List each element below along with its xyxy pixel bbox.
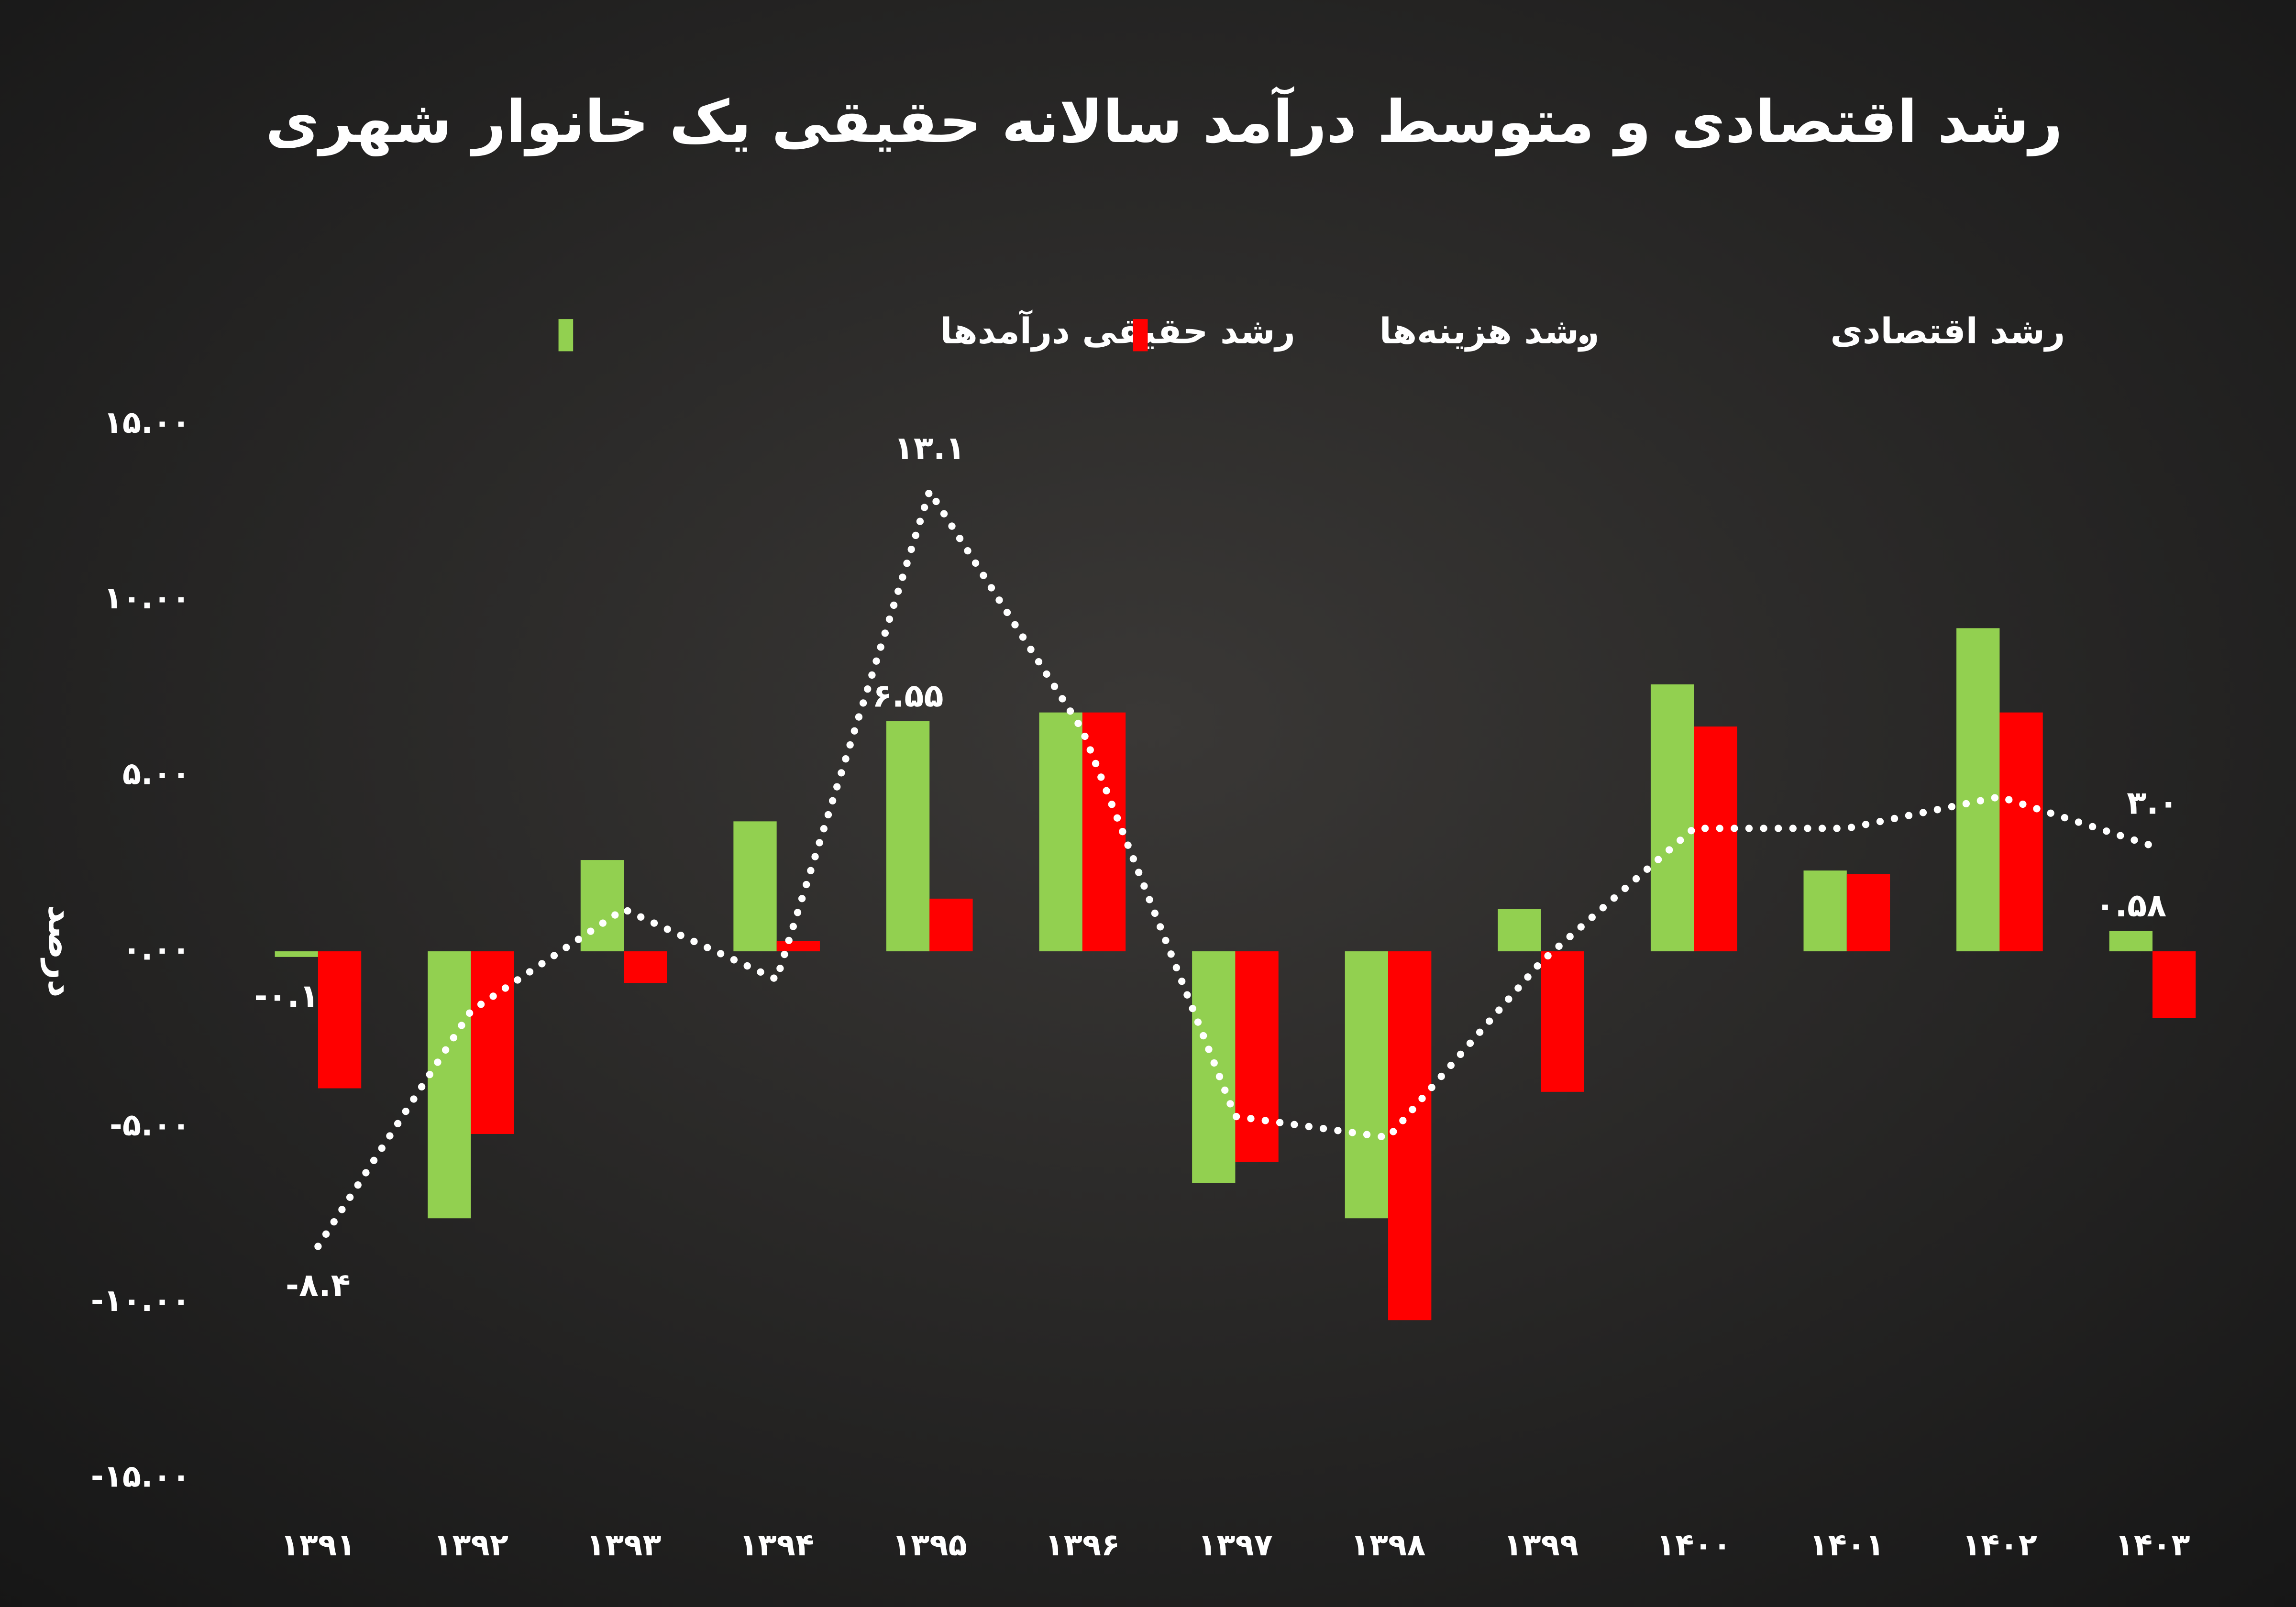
y-tick-label: -۱۵.۰۰ [91,1458,190,1494]
bar [733,821,777,952]
bar [1541,951,1584,1092]
bar [1956,628,2000,952]
bar [1498,909,1541,952]
legend-label: رشد هزینه‌ها [1380,311,1600,352]
bar [1039,712,1082,952]
bar [318,951,362,1089]
x-tick-label: ۱۳۹۶ [1045,1527,1120,1563]
bar [776,941,820,952]
data-label: ۳.۰ [2127,784,2178,822]
legend-marker [558,319,574,352]
bar [886,721,930,952]
bar [2109,931,2152,952]
y-tick-label: ۵.۰۰ [122,756,190,792]
legend-label: رشد حقیقی درآمدها [940,309,1295,352]
legend-marker [1133,319,1148,352]
data-label: ۱۳.۱ [894,429,965,467]
x-tick-label: ۱۴۰۳ [2115,1527,2190,1563]
data-label: ۰.۵۸ [2095,887,2166,924]
bar [580,860,624,952]
bar [1192,951,1236,1183]
bar [1235,951,1279,1162]
bar [1846,874,1890,952]
y-tick-label: -۵.۰۰ [110,1107,190,1143]
y-tick-label: ۰.۰۰ [122,932,190,968]
x-tick-label: ۱۴۰۰ [1656,1527,1732,1563]
x-tick-label: ۱۳۹۷ [1198,1527,1273,1563]
bar [1388,951,1432,1321]
legend-label: رشد اقتصادی [1831,311,2065,352]
bar [1650,684,1694,952]
data-label: -۸.۴ [286,1266,351,1304]
bar [2152,951,2196,1018]
x-tick-label: ۱۴۰۱ [1809,1527,1884,1563]
chart-title: رشد اقتصادی و متوسط درآمد سالانه حقیقی ی… [265,86,2063,157]
x-tick-label: ۱۴۰۲ [1962,1527,2037,1563]
x-tick-label: ۱۳۹۲ [433,1527,508,1563]
bar [1694,726,1737,952]
bar [428,951,471,1219]
y-tick-label: ۱۵.۰۰ [104,405,190,440]
data-label: ۶.۵۵ [872,677,944,715]
bar [275,951,318,957]
bar [1345,951,1389,1219]
bar [929,898,973,952]
y-tick-label: -۱۰.۰۰ [91,1283,190,1319]
legend-marker [1579,335,1589,344]
x-tick-label: ۱۳۹۹ [1503,1527,1578,1563]
bar [1803,870,1847,952]
bar [471,951,514,1134]
y-tick-label: ۱۰.۰۰ [104,580,190,616]
y-axis-label: درصد [40,905,81,997]
x-tick-label: ۱۳۹۳ [586,1527,662,1563]
x-tick-label: ۱۳۹۸ [1351,1527,1426,1563]
x-tick-label: ۱۳۹۵ [892,1527,967,1563]
x-tick-label: ۱۳۹۱ [280,1527,355,1563]
bar [1999,712,2043,952]
line [314,483,2156,1250]
x-tick-label: ۱۳۹۴ [739,1527,814,1563]
bar [624,951,667,983]
